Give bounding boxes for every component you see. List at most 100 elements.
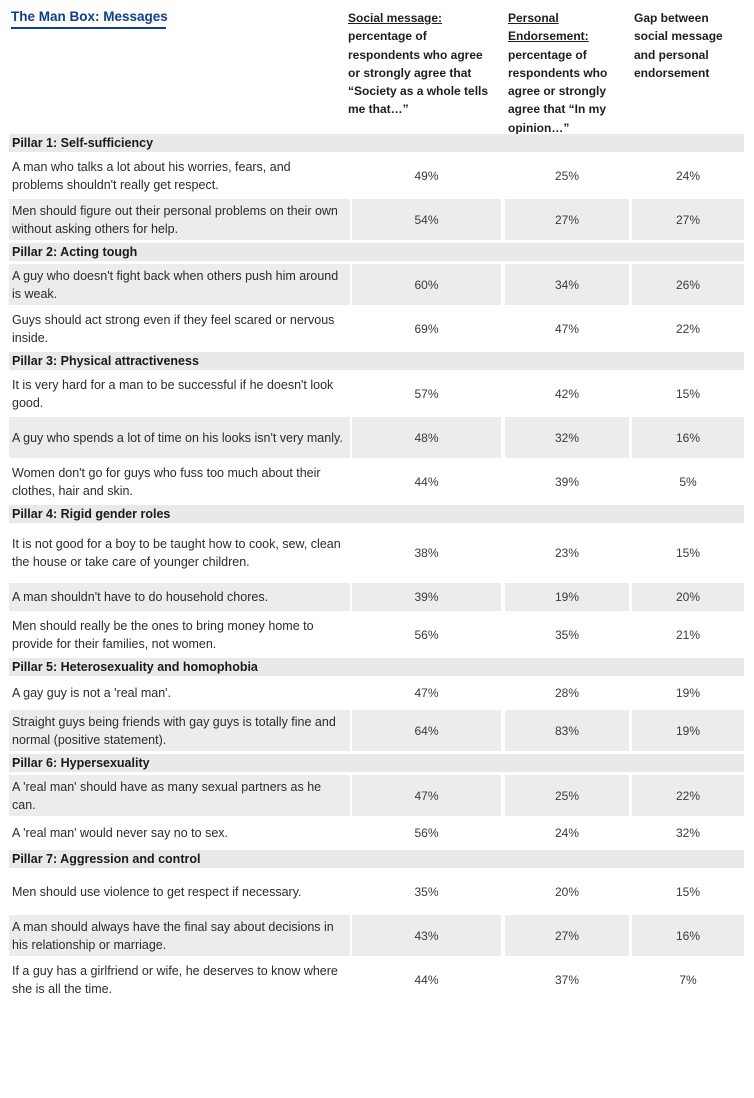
pillar-heading: Pillar 6: Hypersexuality [9, 754, 744, 772]
personal-endorsement-value: 32% [505, 417, 629, 458]
gap-value: 15% [675, 546, 701, 560]
statement-cell: A man who talks a lot about his worries,… [12, 159, 291, 192]
statement-cell: A man shouldn't have to do household cho… [9, 583, 350, 611]
social-message-value: 47% [414, 686, 439, 700]
gap-value: 15% [675, 884, 701, 899]
gap-value: 19% [632, 710, 744, 751]
gap-value: 22% [675, 321, 701, 336]
table-row: A man should always have the final say a… [0, 915, 754, 956]
personal-endorsement-value: 27% [505, 199, 629, 240]
social-message-value: 38% [414, 546, 439, 560]
table-row: Women don't go for guys who fuss too muc… [0, 461, 754, 502]
gap-value: 32% [675, 826, 701, 840]
social-message-value: 57% [414, 386, 439, 401]
table-row: Straight guys being friends with gay guy… [0, 710, 754, 751]
social-message-value: 56% [414, 826, 439, 840]
social-message-value: 47% [352, 775, 501, 816]
column-header-gap-label: Gap between social message and personal … [634, 11, 723, 80]
table-header: The Man Box: Messages Social message: pe… [0, 0, 754, 137]
statement-cell: Men should really be the ones to bring m… [12, 618, 314, 651]
statement-cell: Men should use violence to get respect i… [12, 884, 302, 899]
column-header-social-message: Social message: percentage of respondent… [348, 9, 498, 119]
personal-endorsement-value: 47% [554, 321, 580, 336]
column-header-social-message-label: Social message: [348, 11, 443, 25]
table-row: Men should figure out their personal pro… [0, 199, 754, 240]
table-row: A man who talks a lot about his worries,… [0, 155, 754, 196]
personal-endorsement-value: 24% [554, 826, 580, 840]
table-row: A guy who doesn't fight back when others… [0, 264, 754, 305]
table-row: It is not good for a boy to be taught ho… [0, 526, 754, 580]
personal-endorsement-value: 39% [554, 474, 580, 489]
gap-value: 16% [632, 417, 744, 458]
personal-endorsement-value: 27% [505, 915, 629, 956]
statement-cell: Guys should act strong even if they feel… [12, 312, 335, 345]
pillar-heading: Pillar 4: Rigid gender roles [9, 505, 744, 523]
statement-cell: A gay guy is not a 'real man'. [12, 686, 172, 700]
table-row: A gay guy is not a 'real man'. 47% 28% 19% [0, 679, 754, 707]
social-message-value: 64% [352, 710, 501, 751]
social-message-value: 35% [414, 884, 439, 899]
pillar-heading: Pillar 1: Self-sufficiency [9, 134, 744, 152]
social-message-value: 54% [352, 199, 501, 240]
table-row: A 'real man' should have as many sexual … [0, 775, 754, 816]
personal-endorsement-value: 25% [505, 775, 629, 816]
table-row: If a guy has a girlfriend or wife, he de… [0, 959, 754, 1000]
table-row: Men should use violence to get respect i… [0, 871, 754, 912]
statement-cell: A guy who spends a lot of time on his lo… [9, 417, 350, 458]
personal-endorsement-value: 28% [554, 686, 580, 700]
page-title: The Man Box: Messages [11, 9, 168, 24]
gap-value: 26% [632, 264, 744, 305]
table-row: Men should really be the ones to bring m… [0, 614, 754, 655]
social-message-value: 39% [352, 583, 501, 611]
gap-value: 20% [632, 583, 744, 611]
pillar-heading: Pillar 5: Heterosexuality and homophobia [9, 658, 744, 676]
statement-cell: Women don't go for guys who fuss too muc… [12, 465, 321, 498]
personal-endorsement-value: 35% [554, 627, 580, 642]
pillar-heading: Pillar 7: Aggression and control [9, 850, 744, 868]
social-message-value: 69% [414, 321, 439, 336]
personal-endorsement-value: 83% [505, 710, 629, 751]
gap-value: 16% [632, 915, 744, 956]
statement-cell: A guy who doesn't fight back when others… [9, 264, 350, 305]
social-message-value: 60% [352, 264, 501, 305]
column-header-personal-endorsement-label: Personal Endorsement: [508, 11, 589, 44]
gap-value: 5% [679, 474, 697, 489]
table-row: A guy who spends a lot of time on his lo… [0, 417, 754, 458]
statement-cell: A 'real man' would never say no to sex. [12, 826, 228, 840]
table-row: A man shouldn't have to do household cho… [0, 583, 754, 611]
personal-endorsement-value: 19% [505, 583, 629, 611]
statement-cell: Men should figure out their personal pro… [9, 199, 350, 240]
statement-cell: It is not good for a boy to be taught ho… [12, 537, 341, 569]
gap-value: 24% [675, 168, 701, 183]
gap-value: 27% [632, 199, 744, 240]
column-header-social-message-description: percentage of respondents who agree or s… [348, 29, 489, 117]
column-header-personal-endorsement-description: percentage of respondents who agree or s… [508, 47, 608, 135]
statement-cell: Straight guys being friends with gay guy… [9, 710, 350, 751]
personal-endorsement-value: 37% [554, 972, 580, 987]
statement-cell: If a guy has a girlfriend or wife, he de… [12, 963, 338, 996]
social-message-value: 44% [414, 972, 439, 987]
personal-endorsement-value: 34% [505, 264, 629, 305]
personal-endorsement-value: 23% [554, 546, 580, 560]
social-message-value: 44% [414, 474, 439, 489]
personal-endorsement-value: 42% [554, 386, 580, 401]
statement-cell: A man should always have the final say a… [9, 915, 350, 956]
column-header-personal-endorsement: Personal Endorsement: percentage of resp… [508, 9, 626, 137]
pillar-heading: Pillar 2: Acting tough [9, 243, 744, 261]
gap-value: 15% [675, 386, 701, 401]
social-message-value: 56% [414, 627, 439, 642]
gap-value: 22% [632, 775, 744, 816]
personal-endorsement-value: 25% [554, 168, 580, 183]
gap-value: 21% [675, 627, 701, 642]
social-message-value: 49% [414, 168, 439, 183]
statement-cell: It is very hard for a man to be successf… [12, 377, 334, 410]
title-underline [11, 27, 166, 29]
social-message-value: 43% [352, 915, 501, 956]
table-row: Guys should act strong even if they feel… [0, 308, 754, 349]
table-row: A 'real man' would never say no to sex. 5… [0, 819, 754, 847]
pillar-heading: Pillar 3: Physical attractiveness [9, 352, 744, 370]
statement-cell: A 'real man' should have as many sexual … [9, 775, 350, 816]
gap-value: 19% [675, 686, 701, 700]
gap-value: 7% [679, 972, 697, 987]
